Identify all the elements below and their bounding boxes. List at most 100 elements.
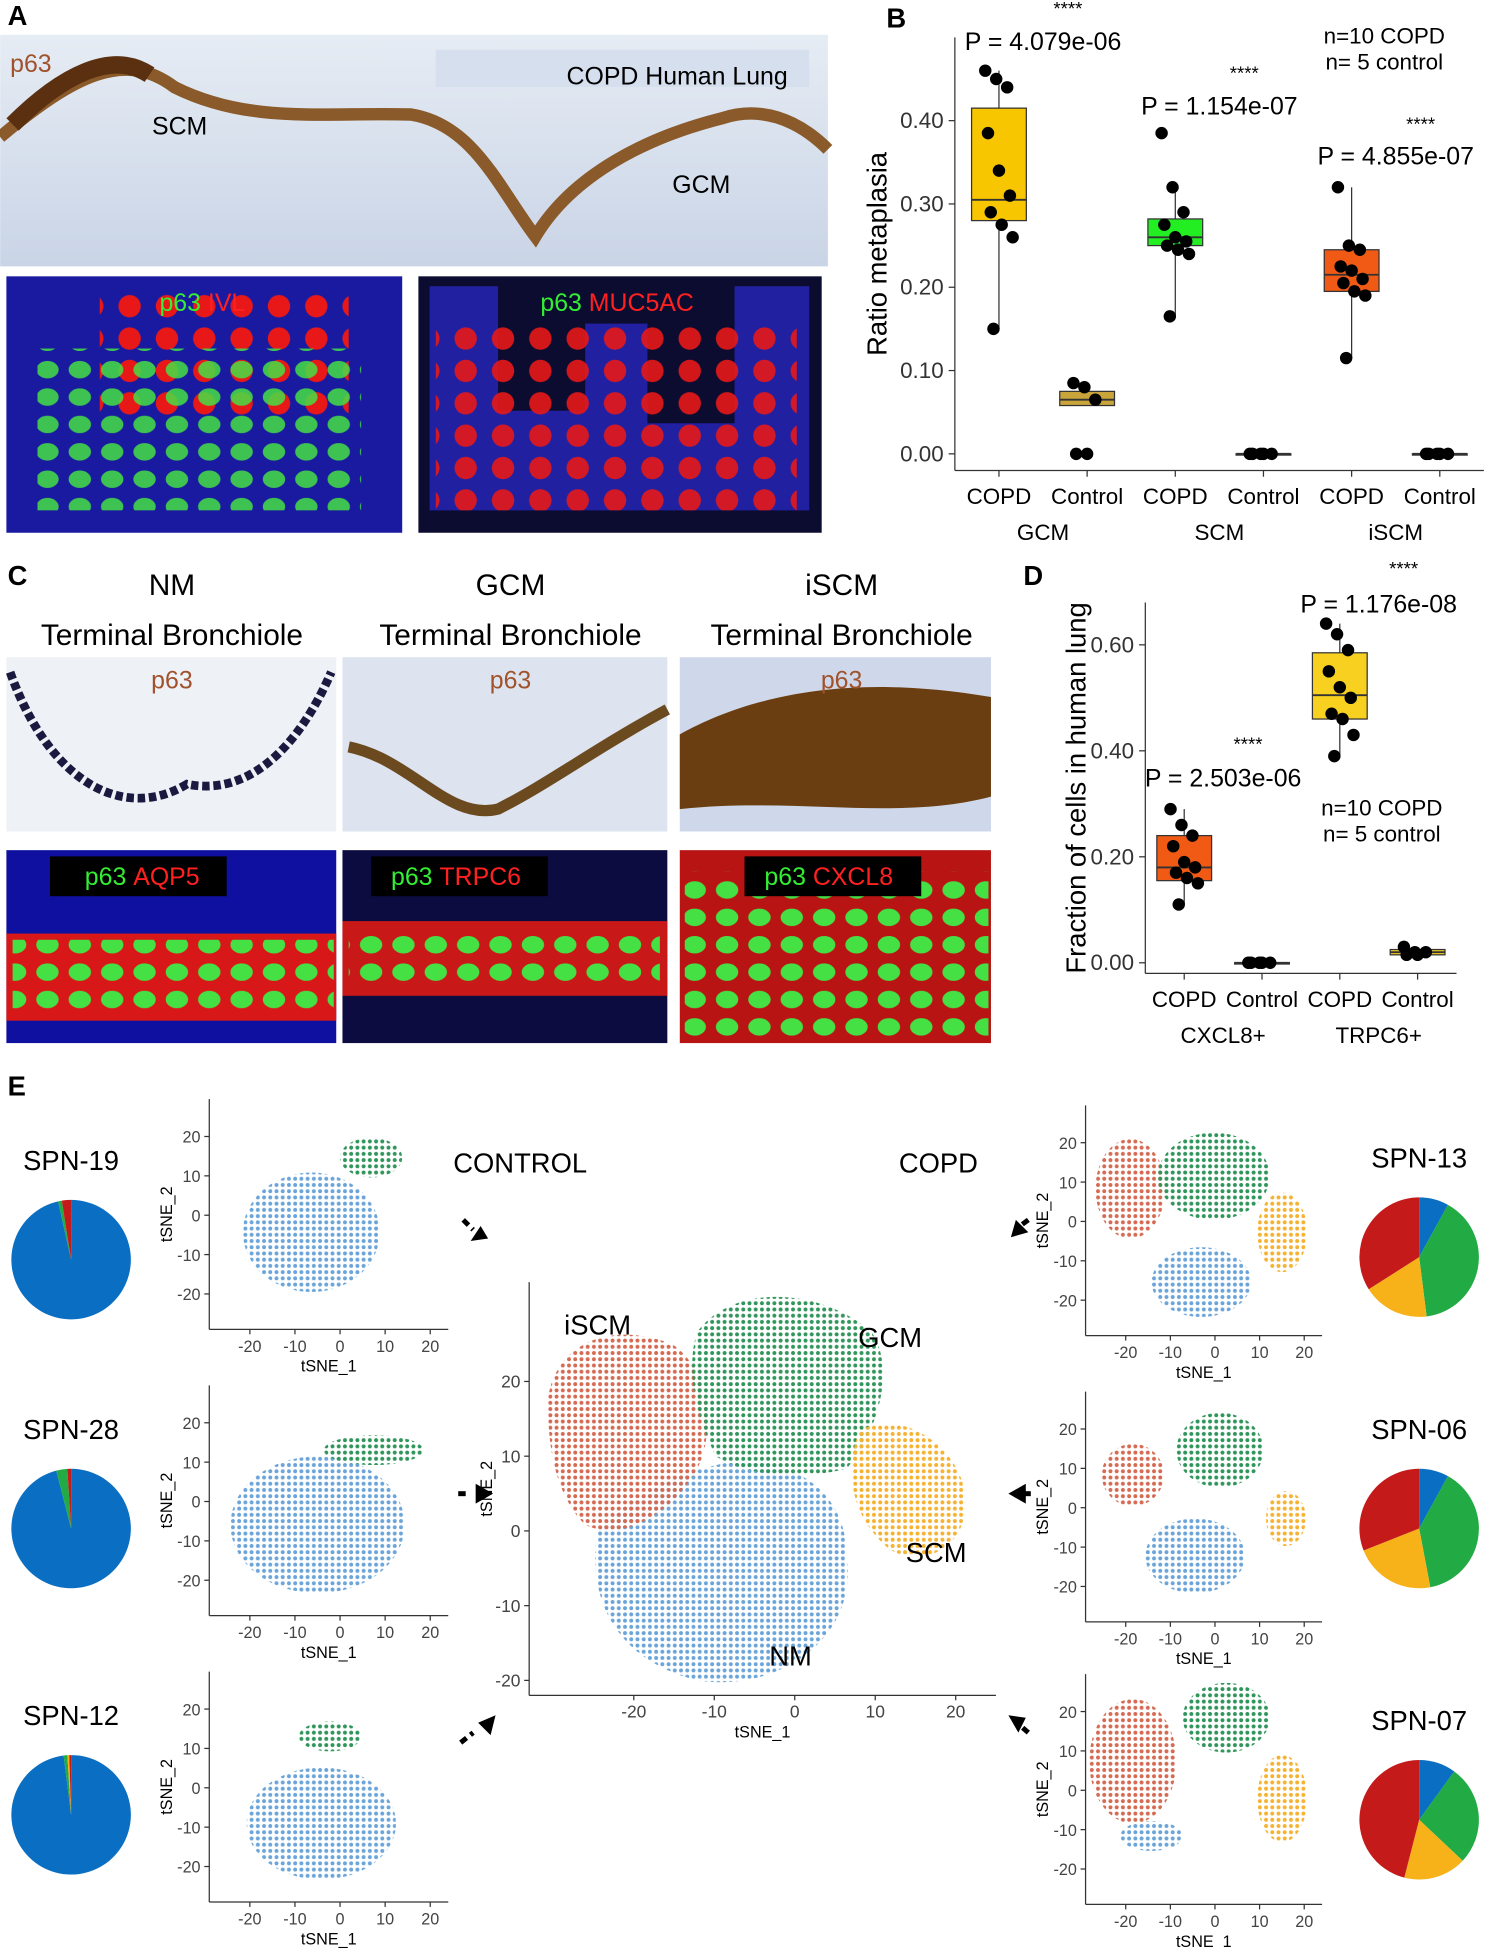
y-tick-label: 0 <box>1068 1783 1077 1801</box>
data-point <box>979 64 992 77</box>
x-tick-label: -10 <box>1159 1913 1182 1931</box>
x-tick-label: 10 <box>1251 1913 1269 1931</box>
stain-label: p63 <box>821 666 863 694</box>
panel-letter: B <box>886 2 906 33</box>
data-point <box>1171 243 1185 256</box>
marker: p63 <box>159 289 201 317</box>
y-tick-label: -20 <box>1053 1579 1076 1597</box>
x-tick-label: 20 <box>1295 1913 1313 1931</box>
pie-slice <box>56 1468 72 1529</box>
y-tick-label: 10 <box>1059 1461 1077 1479</box>
data-point <box>1341 643 1355 657</box>
x-tick-label: COPD <box>1319 484 1384 509</box>
x-tick-label: -10 <box>283 1624 306 1642</box>
histology-image <box>6 657 991 832</box>
condition-label: COPD <box>899 1148 978 1179</box>
data-point <box>1255 956 1269 970</box>
pie-slice <box>1419 1204 1479 1317</box>
data-point <box>1163 310 1177 323</box>
sample-note: n=10 COPD <box>1324 24 1445 49</box>
pie-title: SPN-06 <box>1371 1414 1467 1445</box>
x-tick-label: 20 <box>946 1702 965 1722</box>
x-tick-label: -20 <box>621 1702 646 1722</box>
y-axis-label: tSNE_2 <box>158 1759 176 1815</box>
x-tick-label: 10 <box>1251 1630 1269 1648</box>
p-value: P = 1.154e-07 <box>1141 93 1298 121</box>
column-subtitle: Terminal Bronchiole <box>41 619 303 652</box>
x-tick-label: Control <box>1404 484 1476 509</box>
x-tick-label: 0 <box>1210 1344 1219 1362</box>
x-tick-label: Control <box>1227 484 1299 509</box>
cell-clouds <box>230 1132 1308 1880</box>
data-point <box>1000 81 1014 94</box>
data-point <box>1334 260 1347 273</box>
data-point <box>1433 447 1447 461</box>
fluor-label: p63 AQP5 <box>85 863 200 891</box>
y-tick-label: 10 <box>183 1741 201 1759</box>
y-tick-label: -10 <box>1053 1822 1076 1840</box>
marker: p63 <box>85 863 127 891</box>
data-point <box>1169 231 1182 244</box>
data-point <box>1177 206 1190 219</box>
data-point <box>1347 728 1360 742</box>
data-point <box>1244 956 1258 970</box>
column-title: NM <box>149 569 195 602</box>
y-tick-label: 20 <box>1059 1135 1077 1153</box>
cluster-label: GCM <box>858 1322 922 1353</box>
x-tick-label: -10 <box>283 1338 306 1356</box>
data-point <box>1411 948 1424 962</box>
stain: TRPC6 <box>439 863 521 891</box>
histology-image <box>0 34 833 267</box>
y-tick-label: 20 <box>183 1701 201 1719</box>
x-tick-label: -10 <box>702 1702 727 1722</box>
data-point <box>1080 447 1094 461</box>
significance: **** <box>1389 558 1418 579</box>
tissue-label: COPD Human Lung <box>567 63 788 91</box>
data-point <box>1169 866 1183 879</box>
data-point <box>1348 285 1361 298</box>
pie-slice <box>11 1468 131 1589</box>
y-tick-label: 0 <box>1068 1500 1077 1518</box>
fluorescence-image <box>6 276 822 533</box>
y-tick-label: 10 <box>501 1446 520 1466</box>
x-tick-label: Control <box>1226 987 1298 1012</box>
pie-slice <box>67 1468 72 1529</box>
y-tick-label: 20 <box>1059 1704 1077 1722</box>
y-axis-label: tSNE_2 <box>1034 1479 1052 1535</box>
y-tick-label: 0.00 <box>1091 950 1135 975</box>
x-tick-label: COPD <box>967 484 1032 509</box>
pie-slice <box>1404 1819 1463 1880</box>
pie-slice <box>69 1755 72 1815</box>
panel-letter: D <box>1023 560 1043 591</box>
stain-label: p63 <box>10 50 52 78</box>
data-point <box>1337 276 1350 290</box>
x-tick-label: -20 <box>238 1624 261 1642</box>
data-point <box>989 72 1003 86</box>
significance: **** <box>1230 63 1259 84</box>
x-tick-label: COPD <box>1143 484 1208 509</box>
data-point <box>1089 393 1102 406</box>
panel-letter: C <box>8 560 28 591</box>
sample-note: n= 5 control <box>1325 50 1443 75</box>
data-point <box>1400 948 1413 962</box>
data-point <box>1333 681 1347 694</box>
y-tick-label: 0.30 <box>900 191 944 216</box>
pie-title: SPN-19 <box>23 1145 119 1176</box>
x-tick-label: 10 <box>376 1910 394 1928</box>
y-tick-label: -10 <box>1053 1253 1076 1271</box>
data-point <box>1191 877 1205 890</box>
data-point <box>1325 707 1338 720</box>
x-tick-label: 0 <box>1210 1630 1219 1648</box>
data-point <box>1336 712 1349 726</box>
x-tick-label: -20 <box>238 1910 261 1928</box>
group-label: GCM <box>1017 520 1069 545</box>
marker: p63 <box>540 289 582 317</box>
data-point <box>1322 665 1336 678</box>
data-point <box>1167 839 1180 853</box>
y-tick-label: -10 <box>177 1533 200 1551</box>
region-label: SCM <box>152 112 207 140</box>
group-label: TRPC6+ <box>1335 1023 1421 1048</box>
fluor-label: p63 TRPC6 <box>391 863 521 891</box>
